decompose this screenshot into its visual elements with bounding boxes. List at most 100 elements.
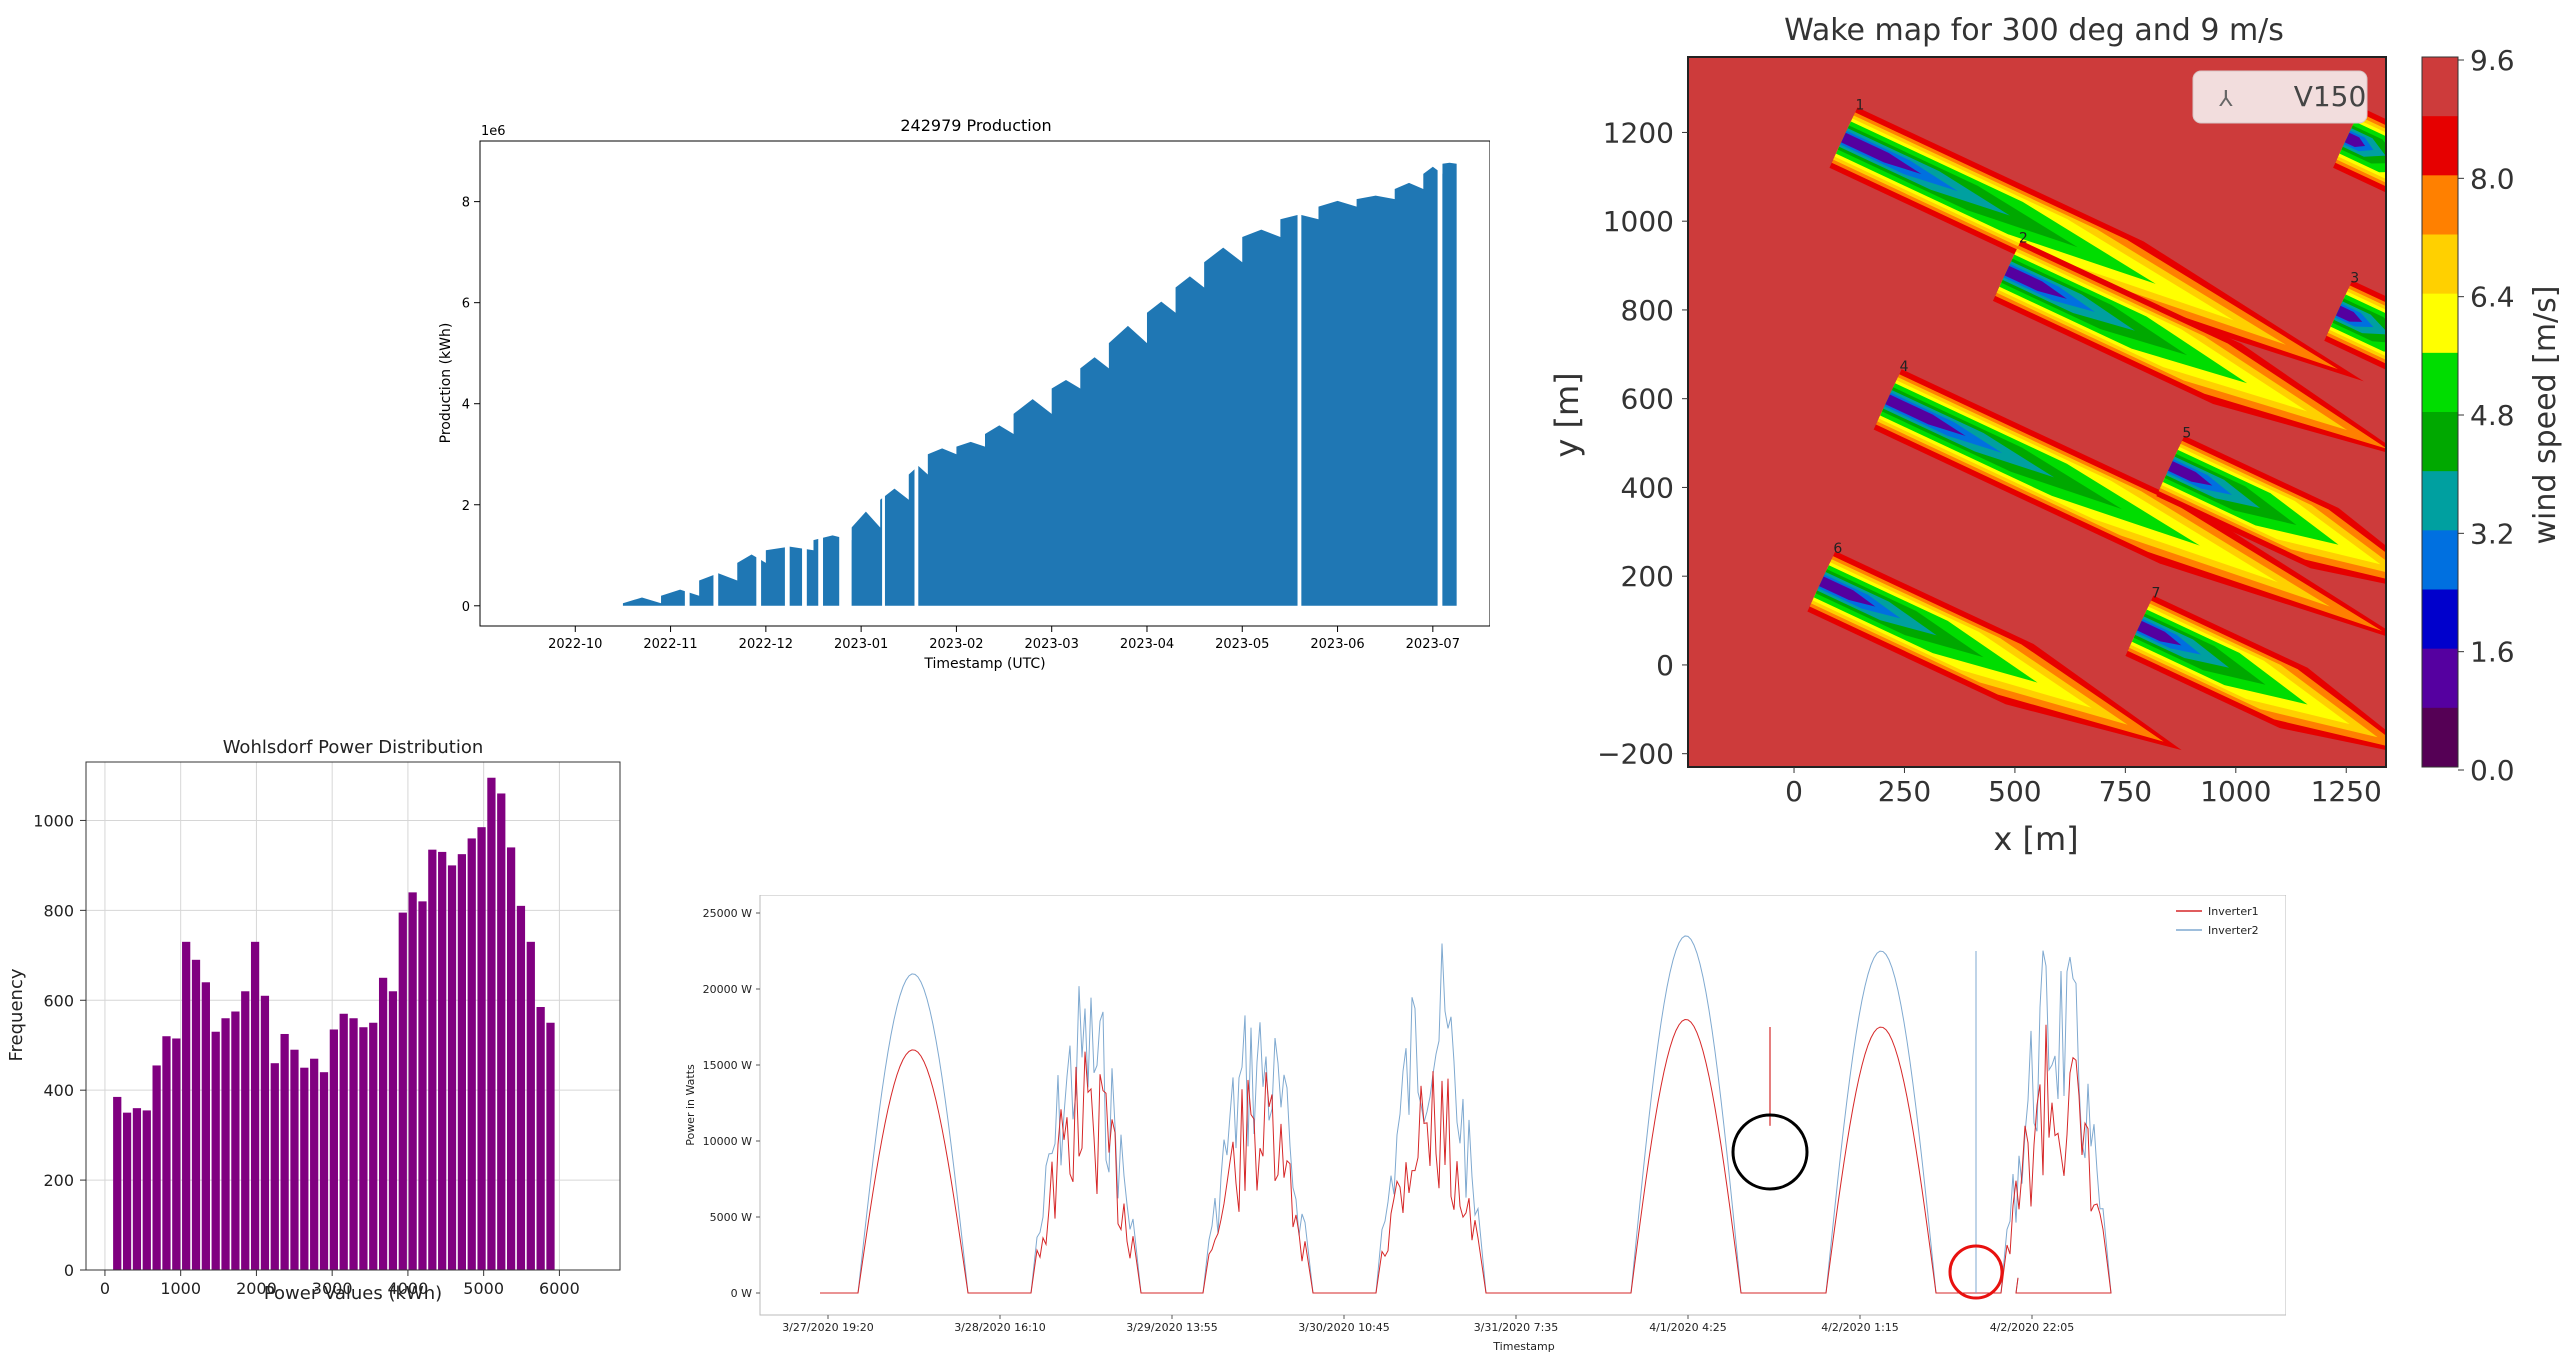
histogram-x-tick-label: 3000: [312, 1279, 353, 1298]
histogram-bar: [428, 849, 437, 1270]
histogram-bar: [241, 991, 250, 1270]
histogram-bar: [113, 1096, 122, 1270]
colorbar-tick-label: 9.6: [2470, 44, 2515, 77]
colorbar-frame: [2421, 56, 2459, 768]
production-gap: [1297, 142, 1302, 625]
wake-x-tick-label: 250: [1878, 775, 1931, 808]
colorbar-tick-label: 3.2: [2470, 517, 2515, 550]
production-x-tick-label: 2022-11: [643, 637, 697, 652]
inverter-x-tick-label: 3/30/2020 10:45: [1298, 1321, 1390, 1334]
colorbar-tick-label: 6.4: [2470, 281, 2515, 314]
histogram-x-tick-label: 4000: [388, 1279, 429, 1298]
production-gap: [756, 142, 762, 625]
histogram-bar: [359, 1027, 368, 1270]
production-x-tick-label: 2022-12: [739, 637, 793, 652]
wake-legend-label: V150: [2294, 80, 2367, 113]
colorbar-segment: [2422, 116, 2458, 176]
wake-y-tick-label: 1000: [1603, 205, 1674, 238]
wake-plume-band: [1819, 576, 1876, 607]
colorbar-segment: [2422, 352, 2458, 413]
inverter-chart: 0 W 5000 W 10000 W 15000 W 20000 W 25000 W 3/…: [676, 894, 2287, 1353]
colorbar-segment: [2422, 471, 2458, 531]
turbine-label: 7: [2151, 585, 2160, 601]
inverter-y-tick-label: 25000 W: [703, 907, 752, 920]
inverter-y-tick-label: 10000 W: [703, 1135, 752, 1148]
production-x-tick-label: 2023-05: [1215, 637, 1269, 652]
production-gap: [713, 142, 719, 625]
wake-y-tick-label: −200: [1597, 738, 1674, 771]
production-x-tick-label: 2023-03: [1025, 637, 1079, 652]
histogram-chart: Wohlsdorf Power Distribution 0 1000 2000 30…: [0, 725, 640, 1305]
histogram-y-tick-label: 200: [43, 1171, 74, 1190]
histogram-y-ticks: 0 200 400 600 800 1000: [33, 811, 86, 1280]
inverter-x-ticks: 3/27/2020 19:20 3/28/2020 16:10 3/29/2020 …: [782, 1315, 2074, 1334]
histogram-bar: [122, 1112, 132, 1270]
histogram-bar: [388, 991, 398, 1270]
histogram-bar: [487, 777, 496, 1270]
anomaly-marker-red: [1948, 1244, 2004, 1300]
histogram-bar: [260, 995, 270, 1270]
wake-y-tick-label: 400: [1621, 471, 1674, 504]
histogram-bar: [506, 847, 516, 1270]
histogram-bar: [349, 1018, 358, 1270]
wake-plume-band: [1885, 394, 1966, 436]
inverter-y-tick-label: 0 W: [731, 1287, 752, 1300]
production-gap: [818, 142, 824, 625]
histogram-bar: [290, 1049, 299, 1270]
production-x-tick-label: 2023-01: [834, 637, 888, 652]
production-gap: [839, 142, 852, 625]
production-y-ticks: 0 2 4 6 8: [462, 196, 480, 615]
wake-plume-band: [2004, 265, 2067, 299]
inverter-y-ticks: 0 W 5000 W 10000 W 15000 W 20000 W 25000 W: [703, 907, 760, 1300]
histogram-bar: [250, 941, 260, 1270]
histogram-bar: [477, 827, 486, 1270]
histogram-x-tick-label: 6000: [539, 1279, 580, 1298]
histogram-bar: [310, 1058, 319, 1270]
wake-x-tick-label: 500: [1988, 775, 2041, 808]
inverter-x-tick-label: 4/2/2020 1:15: [1821, 1321, 1899, 1334]
wake-xlabel: x [m]: [1993, 820, 2078, 858]
histogram-bar: [142, 1110, 151, 1270]
histogram-bar: [191, 959, 201, 1270]
colorbar-segment: [2422, 57, 2458, 117]
production-x-tick-label: 2023-07: [1406, 637, 1460, 652]
histogram-bar: [319, 1072, 329, 1270]
inverter-x-tick-label: 3/28/2020 16:10: [954, 1321, 1046, 1334]
production-x-tick-label: 2022-10: [548, 637, 602, 652]
histogram-bar: [526, 941, 535, 1270]
colorbar-segment: [2422, 648, 2458, 709]
inverter1-line: [820, 1018, 2112, 1294]
histogram-bar: [182, 941, 191, 1270]
production-area-fill: [622, 158, 1457, 606]
histogram-bar: [398, 912, 407, 1270]
wake-svg: Wake map for 300 deg and 9 m/s 1 2 3 4 5 6 7 ⅄…: [1548, 13, 2563, 858]
production-y-tick-label: 6: [462, 297, 470, 312]
wake-x-tick-label: 0: [1785, 775, 1803, 808]
histogram-bar: [438, 851, 447, 1270]
production-gap: [684, 142, 690, 625]
wake-x-tick-label: 1250: [2311, 775, 2382, 808]
colorbar-tick-label: 0.0: [2470, 754, 2515, 787]
production-gap: [784, 142, 790, 625]
production-y-tick-label: 2: [462, 499, 470, 514]
production-gaps: [684, 142, 1443, 625]
legend-label-inverter2: Inverter2: [2208, 924, 2259, 937]
histogram-bar: [378, 977, 388, 1270]
production-x-tick-label: 2023-02: [929, 637, 983, 652]
inverter-frame: [759, 894, 2287, 1316]
turbine-label: 1: [1855, 97, 1864, 113]
histogram-bar: [408, 892, 417, 1270]
histogram-title: Wohlsdorf Power Distribution: [223, 737, 484, 758]
colorbar-tick-label: 1.6: [2470, 636, 2515, 669]
histogram-bar: [231, 1011, 240, 1270]
inverter-y-tick-label: 5000 W: [710, 1211, 752, 1224]
colorbar-segment: [2422, 293, 2458, 354]
wake-plume-band: [2335, 305, 2363, 322]
wake-frame: [1687, 56, 2387, 768]
histogram-bar: [221, 1018, 230, 1270]
production-title: 242979 Production: [900, 116, 1051, 135]
wake-plume-band: [2168, 461, 2213, 486]
histogram-bar: [536, 1007, 545, 1270]
inverter-xlabel: Timestamp: [1492, 1340, 1554, 1353]
colorbar-segment: [2422, 530, 2458, 590]
